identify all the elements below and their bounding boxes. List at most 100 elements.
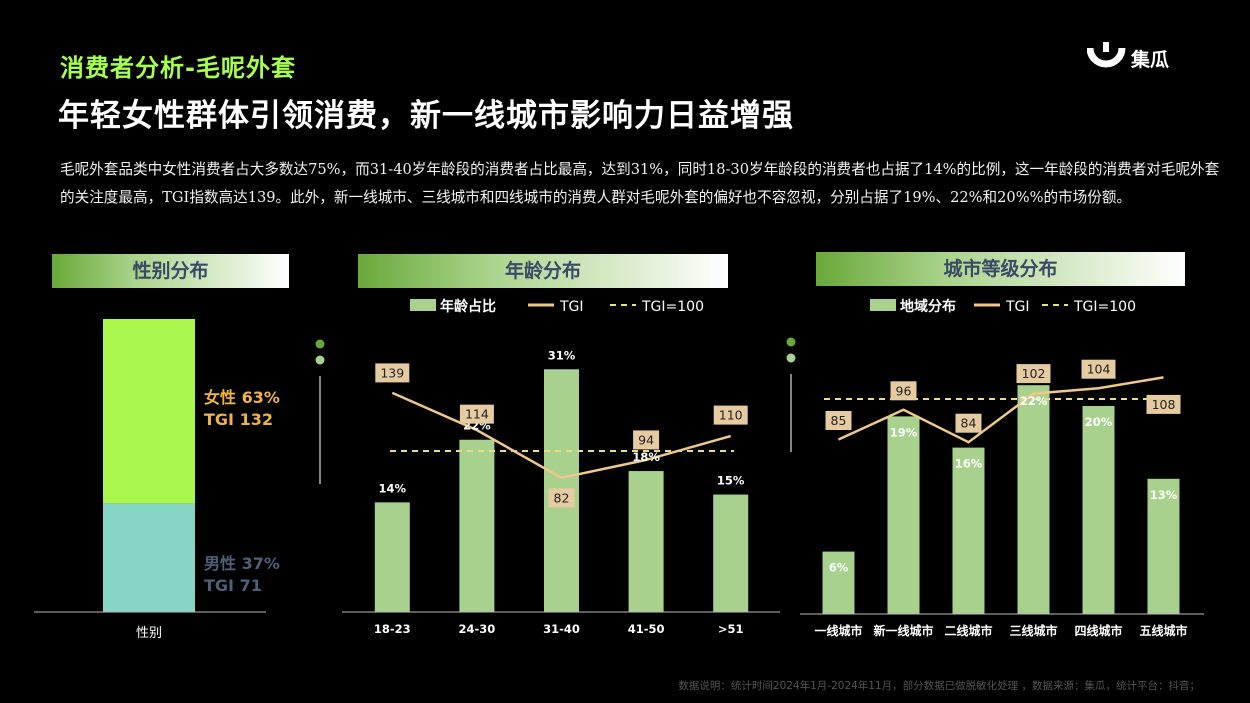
male-share-label: 男性 37% <box>204 554 280 573</box>
male-tgi-label: TGI 71 <box>204 576 262 595</box>
separator-dot <box>315 339 325 349</box>
age-panel-header: 年龄分布 <box>358 254 728 288</box>
tgi-value-label: 85 <box>825 411 852 430</box>
legend-line-label: TGI <box>559 299 584 315</box>
description-text: 毛呢外套品类中女性消费者占大多数达75%，而31-40岁年龄段的消费者占比最高，… <box>60 161 1220 206</box>
x-tick-label: 一线城市 <box>814 623 862 638</box>
age-legend: 年龄占比 TGI TGI=100 <box>410 298 704 315</box>
page-title: 年轻女性群体引领消费，新一线城市影响力日益增强 <box>58 98 794 134</box>
x-tick-label: >51 <box>718 622 744 636</box>
tgi-label-text: 102 <box>1022 366 1046 381</box>
x-tick-label: 41-50 <box>628 622 665 636</box>
bar <box>713 494 749 612</box>
legend-bar-swatch <box>410 299 436 311</box>
tgi-label-box <box>825 411 852 430</box>
legend-bar-label: 年龄占比 <box>440 298 496 315</box>
x-tick-label: 新一线城市 <box>873 623 933 638</box>
tgi-label-box <box>633 430 660 450</box>
tgi-value-label: 102 <box>1016 364 1051 384</box>
bar-value-label: 18% <box>632 450 660 464</box>
bar-value-label: 13% <box>1150 488 1178 502</box>
logo-icon <box>1086 42 1126 68</box>
legend-bar-swatch <box>870 299 896 311</box>
bar <box>628 471 664 612</box>
separator-dot <box>786 353 796 363</box>
bar <box>1017 385 1050 614</box>
x-tick-label: 五线城市 <box>1139 623 1187 638</box>
bar <box>1147 478 1180 614</box>
tgi-label-box <box>1081 359 1116 379</box>
bar <box>887 416 920 614</box>
bar <box>374 502 410 612</box>
x-tick-label: 性别 <box>136 626 162 641</box>
tgi-label-text: 85 <box>831 413 847 428</box>
x-tick-label: 四线城市 <box>1074 623 1122 638</box>
legend-bar-label: 地域分布 <box>900 298 956 315</box>
tgi-value-label: 104 <box>1081 359 1116 379</box>
gender-panel-header: 性别分布 <box>52 254 289 288</box>
tgi-value-label: 139 <box>375 363 410 383</box>
bar-value-label: 20% <box>1085 415 1113 429</box>
tgi-label-text: 82 <box>554 490 570 505</box>
legend-dash-label: TGI=100 <box>1073 299 1136 315</box>
female-bar <box>103 319 195 504</box>
tgi-value-label: 84 <box>955 413 982 433</box>
footer-note: 数据说明：统计时间2024年1月-2024年11月，部分数据已做脱敏化处理 ，数… <box>678 680 1200 692</box>
tgi-label-box <box>890 381 917 401</box>
city-chart: 地域分布 TGI TGI=100 6% 19% 16% 22% 20% 13% 85 96 84… <box>800 298 1204 638</box>
bar-value-label: 22% <box>1020 394 1048 408</box>
city-panel-header: 城市等级分布 <box>816 252 1185 286</box>
logo-text: 集瓜 <box>1131 49 1170 71</box>
bar <box>952 447 985 614</box>
bar-value-label: 31% <box>548 348 576 362</box>
bar-value-label: 16% <box>955 457 983 471</box>
tgi-label-text: 110 <box>719 408 743 423</box>
bar-value-label: 14% <box>379 481 407 495</box>
bar <box>459 439 495 612</box>
tgi-label-box <box>1016 364 1051 384</box>
city-legend: 地域分布 TGI TGI=100 <box>870 298 1136 315</box>
legend-line-label: TGI <box>1005 299 1030 315</box>
x-tick-label: 二线城市 <box>944 623 992 638</box>
tgi-value-label: 94 <box>633 430 660 450</box>
tgi-label-box <box>1146 394 1181 414</box>
tgi-value-label: 82 <box>548 488 575 508</box>
separator-dot <box>786 337 796 347</box>
bar <box>1082 406 1115 614</box>
tgi-label-text: 94 <box>638 432 654 447</box>
separator-decoration-2 <box>786 337 796 452</box>
tgi-value-label: 114 <box>459 404 494 424</box>
tgi-label-box <box>375 363 410 383</box>
male-bar <box>103 503 195 612</box>
x-tick-label: 18-23 <box>374 622 411 636</box>
tgi-label-box <box>713 405 748 425</box>
legend-dash-label: TGI=100 <box>641 299 704 315</box>
tgi-label-text: 108 <box>1152 397 1176 412</box>
bar-value-label: 15% <box>717 474 745 488</box>
tgi-value-label: 108 <box>1146 394 1181 414</box>
tgi-label-text: 139 <box>380 365 404 380</box>
x-tick-label: 24-30 <box>459 622 496 636</box>
gender-chart: 女性 63% TGI 132 男性 37% TGI 71 性别 <box>34 319 280 641</box>
tgi-line <box>837 376 1164 444</box>
x-tick-label: 三线城市 <box>1009 623 1057 638</box>
tgi-label-box <box>955 413 982 433</box>
tgi-line <box>391 391 732 480</box>
tgi-label-box <box>548 488 575 508</box>
page-subtitle: 消费者分析-毛呢外套 <box>60 54 296 82</box>
bar <box>822 551 855 614</box>
tgi-label-text: 96 <box>896 383 912 398</box>
tgi-label-box <box>459 404 494 424</box>
tgi-value-label: 110 <box>713 405 748 425</box>
female-share-label: 女性 63% <box>204 388 280 407</box>
x-tick-label: 31-40 <box>543 622 580 636</box>
tgi-label-text: 104 <box>1087 362 1111 377</box>
tgi-label-text: 114 <box>465 407 489 422</box>
bar-value-label: 6% <box>829 561 849 575</box>
bar-value-label: 19% <box>890 425 918 439</box>
brand-logo: 集瓜 <box>1086 40 1197 74</box>
age-chart: 年龄占比 TGI TGI=100 14%22%31%18%15%13911482… <box>342 298 780 636</box>
separator-decoration-1 <box>315 339 325 484</box>
separator-dot <box>315 355 325 365</box>
tgi-label-text: 84 <box>961 416 977 431</box>
